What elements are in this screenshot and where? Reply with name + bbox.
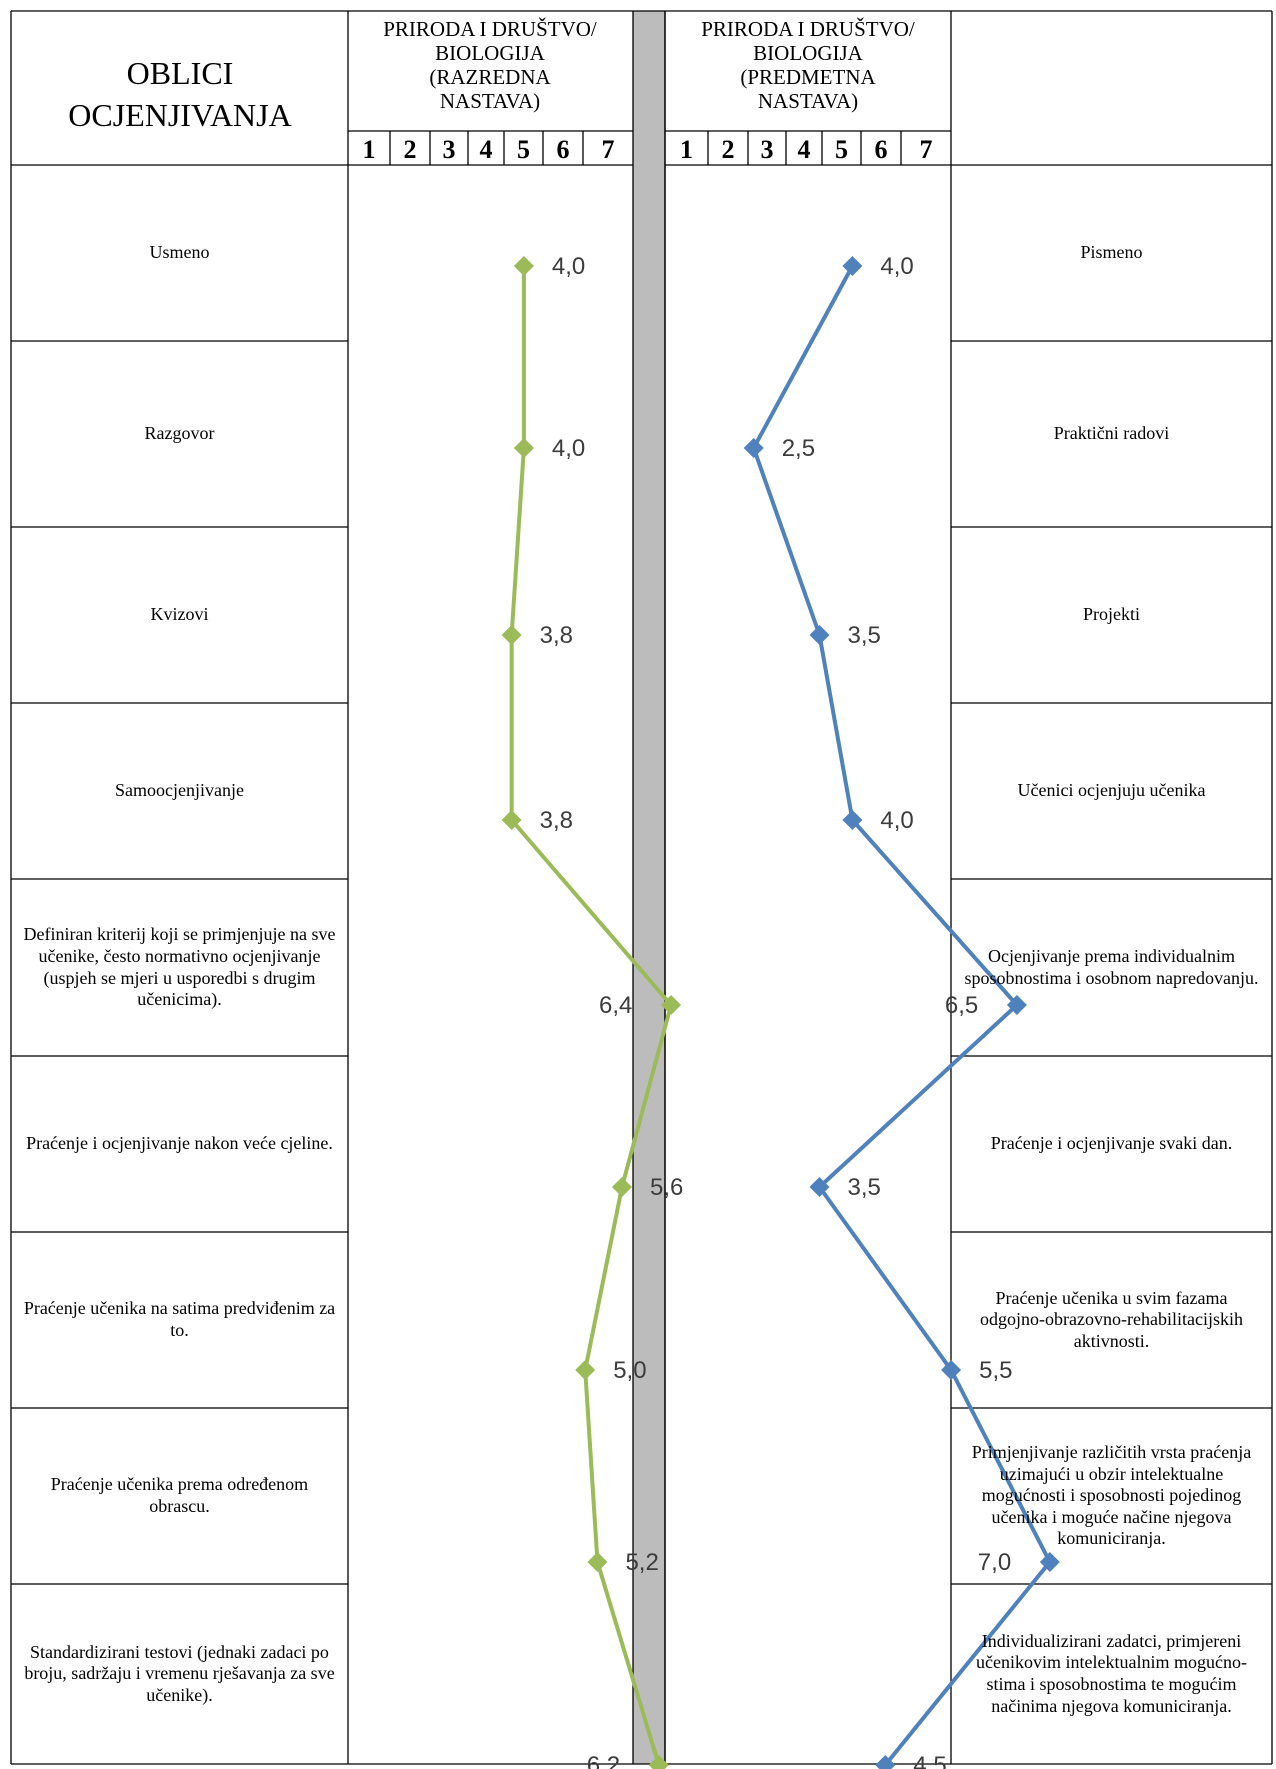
scale-tick-label: 3 xyxy=(761,135,774,164)
col1-header-title: PRIRODA I DRUŠTVO/ xyxy=(383,17,597,41)
predmetna-data-point xyxy=(842,810,863,830)
left-header-title: OCJENJIVANJA xyxy=(68,97,291,133)
razredna-data-label: 5,2 xyxy=(625,1549,658,1576)
razredna-data-label: 6,4 xyxy=(599,992,632,1019)
razredna-data-point xyxy=(575,1360,596,1380)
razredna-data-point xyxy=(501,625,522,645)
row-label-left: Praćenje učenika na satima predviđenim z… xyxy=(23,1298,336,1340)
row-label-left: Definiran kriterij koji se primjenjuje n… xyxy=(23,924,336,1010)
razredna-data-point xyxy=(501,810,522,830)
col2-header-title: BIOLOGIJA xyxy=(753,41,863,65)
predmetna-data-point xyxy=(809,1177,830,1197)
razredna-data-label: 5,6 xyxy=(650,1174,683,1201)
razredna-data-label: 5,0 xyxy=(613,1357,646,1384)
row-label-left: Samoocjenjivanje xyxy=(115,780,244,801)
predmetna-data-label: 4,0 xyxy=(880,253,913,280)
predmetna-data-point xyxy=(875,1755,896,1769)
predmetna-data-point xyxy=(809,625,830,645)
scale-tick-label: 3 xyxy=(443,135,456,164)
predmetna-data-label: 3,5 xyxy=(848,622,881,649)
row-label-left: Standardizirani testovi (jednaki zadaci … xyxy=(24,1641,335,1705)
col2-header-title: PRIRODA I DRUŠTVO/ xyxy=(701,17,915,41)
razredna-data-point xyxy=(587,1552,608,1572)
razredna-data-point xyxy=(648,1755,669,1769)
scale-tick-label: 4 xyxy=(480,135,493,164)
predmetna-data-point xyxy=(842,256,863,276)
scale-tick-label: 6 xyxy=(557,135,570,164)
scale-tick-label: 5 xyxy=(517,135,530,164)
scale-tick-label: 5 xyxy=(835,135,848,164)
row-label-left: Kvizovi xyxy=(150,604,209,625)
razredna-data-point xyxy=(513,438,534,458)
razredna-data-label: 3,8 xyxy=(540,807,573,834)
row-label-left: Usmeno xyxy=(149,242,210,263)
col2-header-title: (PREDMETNA xyxy=(740,65,876,89)
razredna-data-point xyxy=(661,995,682,1015)
col1-header-title: BIOLOGIJA xyxy=(435,41,545,65)
razredna-data-label: 3,8 xyxy=(540,622,573,649)
left-header-title: OBLICI xyxy=(127,55,234,91)
col1-header-title: NASTAVA) xyxy=(440,89,540,113)
col2-header-title: NASTAVA) xyxy=(758,89,858,113)
scale-tick-label: 4 xyxy=(798,135,811,164)
scale-tick-label: 2 xyxy=(404,135,417,164)
predmetna-data-label: 7,0 xyxy=(978,1549,1011,1576)
row-label-left: Praćenje i ocjenjivanje nakon veće cjeli… xyxy=(26,1133,333,1154)
row-label-right: Praćenje učenika u svim fazama odgojno-o… xyxy=(980,1287,1243,1351)
razredna-data-point xyxy=(611,1177,632,1197)
predmetna-data-label: 6,5 xyxy=(945,992,978,1019)
scale-tick-label: 2 xyxy=(722,135,735,164)
col1-header-title: (RAZREDNA xyxy=(429,65,551,89)
row-label-right: Učenici ocjenjuju učenika xyxy=(1017,780,1206,801)
row-label-right: Primjenjivanje različitih vrsta praćenja… xyxy=(971,1442,1252,1549)
scale-tick-label: 1 xyxy=(363,135,376,164)
predmetna-data-label: 5,5 xyxy=(979,1357,1012,1384)
razredna-data-label: 4,0 xyxy=(552,435,585,462)
scale-tick-label: 7 xyxy=(920,135,933,164)
scale-tick-label: 7 xyxy=(602,135,615,164)
column-separator xyxy=(633,11,665,1764)
razredna-data-label: 6,2 xyxy=(587,1752,620,1769)
razredna-data-point xyxy=(513,256,534,276)
predmetna-data-label: 2,5 xyxy=(782,435,815,462)
row-label-left: Razgovor xyxy=(144,423,215,444)
row-label-right: Projekti xyxy=(1083,604,1140,625)
predmetna-data-label: 4,5 xyxy=(913,1752,946,1769)
row-label-right: Ocjenjivanje prema individualnim sposobn… xyxy=(964,945,1259,988)
predmetna-data-point xyxy=(1039,1552,1060,1572)
predmetna-data-point xyxy=(941,1360,962,1380)
row-label-right: Praćenje i ocjenjivanje svaki dan. xyxy=(990,1133,1233,1154)
predmetna-data-label: 4,0 xyxy=(880,807,913,834)
razredna-data-label: 4,0 xyxy=(552,253,585,280)
row-label-right: Praktični radovi xyxy=(1053,423,1170,444)
row-label-left: Praćenje učenika prema određenom obrascu… xyxy=(50,1474,309,1516)
predmetna-data-label: 3,5 xyxy=(848,1174,881,1201)
row-label-right: Pismeno xyxy=(1080,242,1143,263)
scale-tick-label: 6 xyxy=(875,135,888,164)
predmetna-data-point xyxy=(1006,995,1027,1015)
predmetna-data-point xyxy=(743,438,764,458)
row-label-right: Individualizirani zadatci, primjereni uč… xyxy=(976,1630,1247,1716)
scale-tick-label: 1 xyxy=(680,135,693,164)
